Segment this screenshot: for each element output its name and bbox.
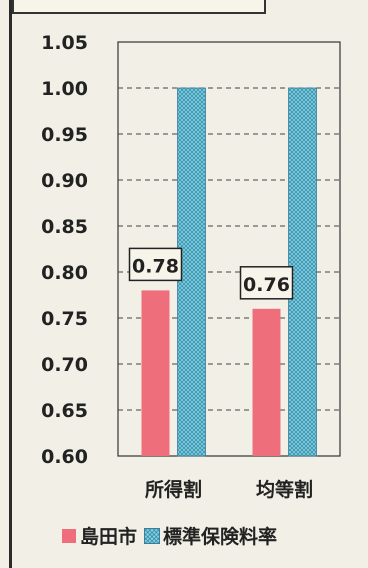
legend-item-standard: 標準保険料率: [144, 522, 278, 549]
y-tick-label: 0.70: [41, 354, 88, 376]
y-tick-label: 0.90: [41, 170, 88, 192]
y-tick-label: 0.75: [41, 308, 88, 330]
legend-item-city: 島田市: [62, 522, 137, 549]
legend: 島田市 標準保険料率: [62, 522, 277, 549]
y-tick-label: 1.00: [41, 78, 88, 100]
y-tick-label: 0.60: [41, 446, 88, 468]
y-tick-label: 1.05: [41, 32, 88, 54]
x-tick-label: 均等割: [256, 478, 313, 501]
header-bar: [12, 0, 266, 14]
legend-swatch-city: [62, 528, 76, 543]
y-tick-label: 0.95: [41, 124, 88, 146]
legend-swatch-standard: [144, 527, 161, 544]
bar-city: [252, 308, 281, 456]
divider: [9, 0, 12, 568]
y-tick-label: 0.65: [41, 400, 88, 422]
y-tick-label: 0.80: [41, 262, 88, 284]
legend-label-city: 島田市: [80, 526, 138, 548]
x-tick-label: 所得割: [145, 478, 202, 501]
data-label-box: [239, 266, 294, 300]
data-label: 0.76: [243, 274, 290, 296]
data-label-box: [128, 247, 183, 282]
bar-city: [141, 290, 170, 456]
bar-standard: [288, 87, 317, 457]
data-label: 0.78: [132, 255, 179, 277]
plot-area: [117, 41, 341, 457]
legend-label-standard: 標準保険料率: [163, 526, 278, 548]
y-tick-label: 0.85: [41, 216, 88, 238]
